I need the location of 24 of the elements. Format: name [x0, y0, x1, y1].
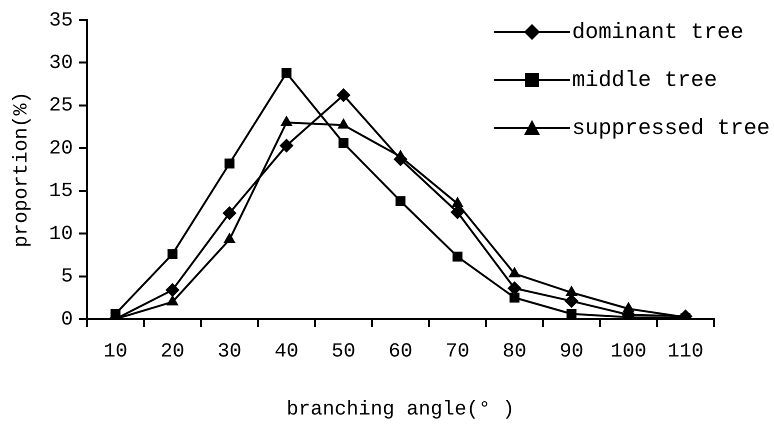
y-tick-label: 20	[48, 137, 74, 160]
y-tick-label: 35	[48, 9, 74, 32]
x-tick-label: 10	[103, 340, 128, 364]
legend-label: dominant tree	[572, 20, 744, 44]
legend-label: suppressed tree	[572, 116, 770, 140]
x-tick-label: 20	[160, 340, 185, 364]
x-tick-label: 110	[667, 340, 704, 364]
x-tick-label: 90	[559, 340, 584, 364]
x-tick-label: 50	[331, 340, 356, 364]
x-tick-label: 100	[610, 340, 647, 364]
y-tick-label: 25	[48, 94, 74, 118]
y-tick-label: 15	[48, 180, 74, 204]
y-tick-label: 30	[48, 52, 74, 76]
legend-label: middle tree	[572, 68, 718, 92]
x-tick-label: 30	[217, 340, 242, 364]
x-tick-label: 60	[388, 340, 413, 364]
y-tick-label: 0	[60, 308, 74, 332]
y-axis-title: proportion(%)	[10, 91, 34, 248]
y-tick-label: 10	[48, 222, 74, 246]
x-tick-label: 80	[502, 340, 527, 364]
x-tick-label: 70	[445, 340, 470, 364]
x-axis-title: branching angle(° )	[286, 398, 515, 422]
y-tick-label: 5	[60, 266, 74, 289]
x-tick-label: 40	[274, 340, 299, 364]
